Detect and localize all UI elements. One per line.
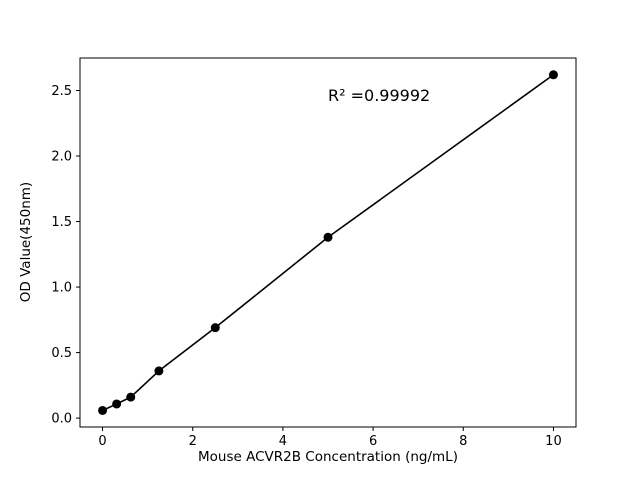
y-tick-label: 1.5 bbox=[51, 215, 72, 230]
data-point bbox=[210, 323, 220, 333]
x-tick-label: 0 bbox=[98, 434, 106, 449]
x-tick-label: 4 bbox=[279, 434, 287, 449]
x-tick-label: 6 bbox=[369, 434, 377, 449]
y-tick-label: 0.5 bbox=[51, 346, 72, 361]
data-point bbox=[323, 232, 333, 242]
data-point bbox=[98, 405, 108, 415]
data-point bbox=[548, 70, 558, 80]
x-tick-label: 8 bbox=[459, 434, 467, 449]
x-tick-label: 2 bbox=[189, 434, 197, 449]
r-squared-annotation: R² =0.99992 bbox=[328, 86, 430, 105]
y-tick-label: 0.0 bbox=[51, 412, 72, 427]
x-tick-label: 10 bbox=[545, 434, 562, 449]
y-tick-label: 2.5 bbox=[51, 84, 72, 99]
plot-area: 0 2 4 6 8 10 0.0 0.5 1.0 1.5 2.0 2.5 bbox=[51, 57, 577, 449]
plot-frame bbox=[79, 57, 577, 428]
y-tick-label: 1.0 bbox=[51, 281, 72, 296]
fit-line bbox=[102, 74, 554, 412]
y-tick-label: 2.0 bbox=[51, 150, 72, 165]
y-axis-label: OD Value(450nm) bbox=[18, 182, 34, 302]
x-axis-label: Mouse ACVR2B Concentration (ng/mL) bbox=[198, 449, 458, 465]
data-point bbox=[154, 366, 164, 376]
data-point bbox=[112, 399, 122, 409]
data-point bbox=[126, 392, 136, 402]
